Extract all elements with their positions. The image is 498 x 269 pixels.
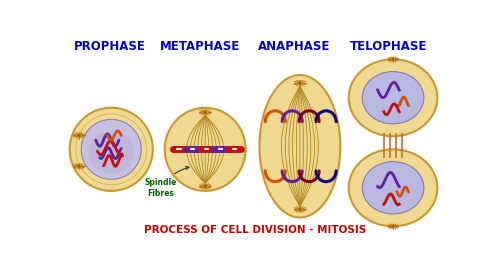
- Circle shape: [298, 207, 302, 211]
- Circle shape: [204, 111, 206, 113]
- Circle shape: [391, 57, 395, 61]
- Ellipse shape: [81, 119, 141, 179]
- Text: Spindle
Fibres: Spindle Fibres: [144, 167, 189, 197]
- Ellipse shape: [70, 108, 153, 191]
- Circle shape: [391, 224, 395, 228]
- Text: ANAPHASE: ANAPHASE: [258, 40, 331, 53]
- Text: PROCESS OF CELL DIVISION - MITOSIS: PROCESS OF CELL DIVISION - MITOSIS: [144, 225, 367, 235]
- Text: TELOPHASE: TELOPHASE: [350, 40, 427, 53]
- Text: PROPHASE: PROPHASE: [74, 40, 145, 53]
- Circle shape: [299, 208, 301, 210]
- Circle shape: [203, 184, 207, 189]
- Circle shape: [78, 165, 80, 167]
- Circle shape: [204, 185, 206, 187]
- Ellipse shape: [362, 162, 424, 214]
- Circle shape: [78, 134, 80, 136]
- Ellipse shape: [362, 72, 424, 124]
- Ellipse shape: [165, 108, 246, 191]
- Circle shape: [392, 225, 394, 227]
- Circle shape: [77, 133, 81, 138]
- Circle shape: [203, 110, 207, 115]
- Circle shape: [299, 82, 301, 84]
- Ellipse shape: [88, 131, 134, 174]
- Text: METAPHASE: METAPHASE: [160, 40, 240, 53]
- Circle shape: [298, 81, 302, 85]
- Ellipse shape: [349, 149, 437, 226]
- Ellipse shape: [259, 75, 340, 217]
- Circle shape: [392, 58, 394, 60]
- Ellipse shape: [349, 59, 437, 136]
- Circle shape: [77, 164, 81, 168]
